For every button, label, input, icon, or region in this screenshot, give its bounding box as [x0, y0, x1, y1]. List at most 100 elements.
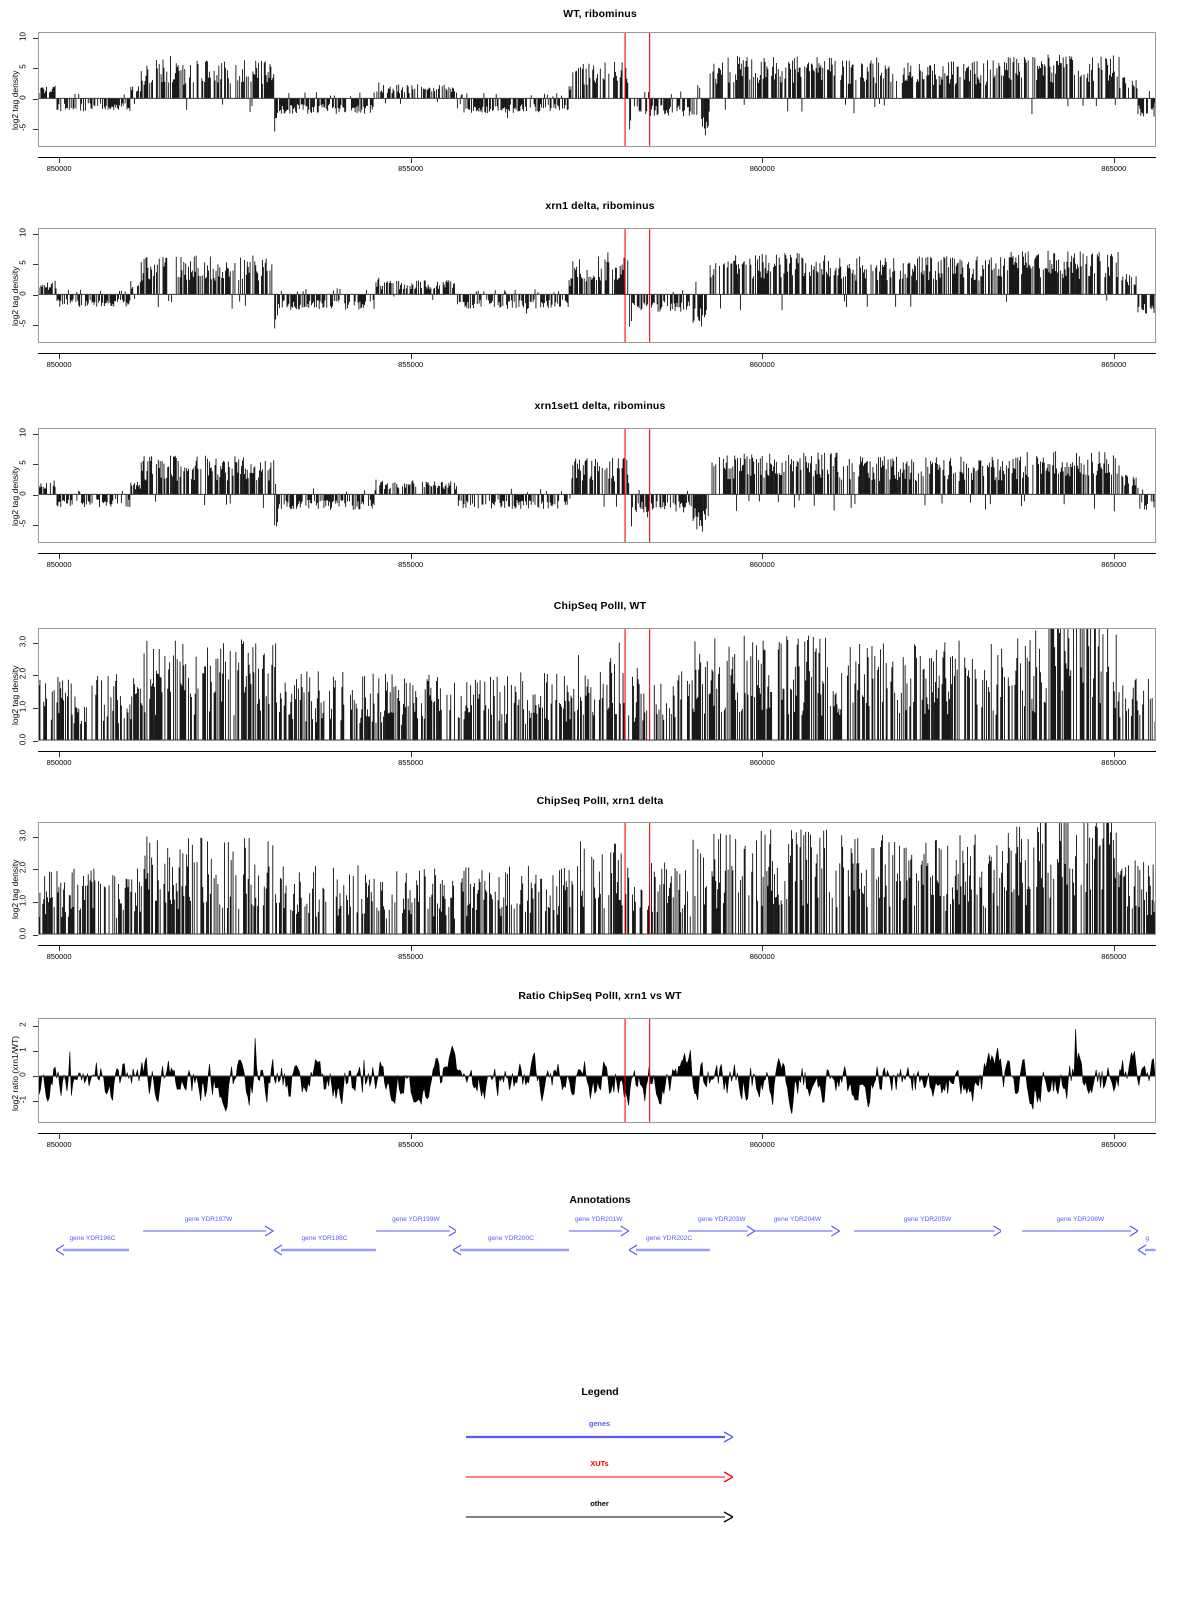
gene-label: gene YDR205W — [903, 1216, 952, 1223]
plot-area-ratio-chipseq-polii — [38, 1018, 1156, 1123]
y-tickmark — [33, 935, 38, 936]
y-tickmark — [33, 708, 38, 710]
gene-feature[interactable] — [627, 1243, 710, 1259]
y-tickmark — [33, 1025, 38, 1027]
y-tickmark — [33, 869, 38, 871]
x-tickmark — [762, 554, 764, 559]
y-tick-ratio-chipseq-polii-2: 0 — [18, 1072, 28, 1077]
y-tick-xrn1set1-delta-ribominus-3: -5 — [18, 519, 28, 527]
x-tickmark — [762, 946, 764, 951]
panel-title-chipseq-polii-wt: ChipSeq PolII, WT — [553, 600, 647, 612]
x-tick-label-1: 855000 — [398, 952, 424, 961]
y-tickmark — [33, 128, 38, 130]
x-axis-line — [38, 1133, 1156, 1134]
x-tick-label-3: 865000 — [1101, 560, 1127, 569]
y-tickmark — [33, 294, 38, 296]
panel-title-xrn1set1-delta-ribominus: xrn1set1 delta, ribominus — [534, 400, 666, 412]
gene-label: gene YDR204W — [773, 1216, 822, 1223]
y-tickmark — [33, 264, 38, 266]
legend-arrow-icon — [723, 1431, 735, 1443]
plot-area-xrn1set1-delta-ribominus — [38, 428, 1156, 543]
y-tickmark — [33, 324, 38, 326]
gene-feature[interactable] — [272, 1243, 376, 1259]
x-tick-label-0: 850000 — [46, 758, 72, 767]
y-tick-ratio-chipseq-polii-1: 1 — [18, 1047, 28, 1052]
legend-arrow-icon — [723, 1471, 735, 1483]
x-tick-label-2: 860000 — [749, 758, 775, 767]
x-tickmark — [59, 946, 61, 951]
x-tickmark — [59, 752, 61, 757]
gene-label: gene YDR201W — [574, 1216, 623, 1223]
y-tick-chipseq-polii-xrn1-delta-1: 2.0 — [18, 862, 28, 874]
x-tickmark — [762, 1134, 764, 1139]
gene-feature[interactable] — [375, 1224, 458, 1240]
y-tick-xrn1-delta-ribominus-3: -5 — [18, 319, 28, 327]
y-tick-wt-ribominus-0: 10 — [18, 32, 28, 41]
strand-arrow-icon — [451, 1244, 462, 1256]
x-tickmark — [1113, 946, 1115, 951]
strand-arrow-icon — [54, 1244, 64, 1256]
strand-arrow-icon — [627, 1244, 637, 1256]
y-tickmark — [33, 642, 38, 644]
gene-feature[interactable] — [1137, 1243, 1156, 1259]
x-axis-line — [38, 353, 1156, 354]
panel-chipseq-polii-wt: ChipSeq PolII, WT log2 tag density 3.0 2.0 1… — [0, 600, 1200, 771]
y-tick-xrn1-delta-ribominus-2: 0 — [18, 290, 28, 296]
legend-entry-other — [466, 1510, 735, 1524]
strand-arrow-icon — [1137, 1244, 1147, 1256]
plot-area-wt-ribominus — [38, 32, 1156, 147]
panel-xrn1set1-delta-ribominus: xrn1set1 delta, ribominus log2 tag densit… — [0, 400, 1200, 573]
y-tickmark — [33, 836, 38, 838]
strand-arrow-icon — [992, 1225, 1003, 1237]
x-tickmark — [410, 554, 412, 559]
x-tickmark — [1113, 158, 1115, 163]
x-tick-label-1: 855000 — [398, 164, 424, 173]
signal-trace — [39, 629, 1155, 740]
y-tick-wt-ribominus-1: 5 — [18, 64, 28, 70]
x-tick-label-2: 860000 — [749, 952, 775, 961]
x-tick-label-2: 860000 — [749, 360, 775, 369]
x-axis-line — [38, 945, 1156, 946]
gene-label: gene YDR202C — [646, 1235, 693, 1242]
x-tick-label-3: 865000 — [1101, 1140, 1127, 1149]
y-tickmark — [33, 38, 38, 40]
y-tick-ratio-chipseq-polii-0: 2 — [18, 1021, 28, 1027]
legend-entry-genes — [466, 1430, 735, 1444]
gene-feature[interactable] — [451, 1243, 569, 1259]
y-tick-xrn1-delta-ribominus-1: 5 — [18, 260, 28, 266]
y-tick-chipseq-polii-xrn1-delta-3: 0.0 — [18, 927, 28, 940]
x-tick-label-0: 850000 — [46, 560, 72, 569]
legend-title: Legend — [581, 1386, 619, 1398]
gene-label: gene YDR200C — [487, 1235, 534, 1242]
x-axis-line — [38, 751, 1156, 752]
panel-title-chipseq-polii-xrn1-delta: ChipSeq PolII, xrn1 delta — [536, 795, 664, 807]
x-tickmark — [1113, 354, 1115, 359]
x-tickmark — [762, 354, 764, 359]
legend-label-genes: genes — [588, 1419, 611, 1428]
panel-title-wt-ribominus: WT, ribominus — [563, 8, 637, 20]
signal-trace — [39, 823, 1155, 934]
y-tickmark — [33, 68, 38, 70]
y-tick-xrn1-delta-ribominus-0: 10 — [18, 228, 28, 237]
gene-feature[interactable] — [688, 1224, 757, 1240]
gene-feature[interactable] — [54, 1243, 130, 1259]
x-tickmark — [1113, 1134, 1115, 1139]
plot-area-chipseq-polii-wt — [38, 628, 1156, 741]
y-tickmark — [33, 98, 38, 100]
gene-feature[interactable] — [853, 1224, 1003, 1240]
y-tick-chipseq-polii-xrn1-delta-2: 1.0 — [18, 895, 28, 907]
y-tickmark — [33, 741, 38, 742]
plot-area-chipseq-polii-xrn1-delta — [38, 822, 1156, 935]
panel-title-ratio-chipseq-polii: Ratio ChipSeq PolII, xrn1 vs WT — [518, 990, 682, 1002]
panel-xrn1-delta-ribominus: xrn1 delta, ribominus log2 tag density 10 5… — [0, 200, 1200, 373]
y-tick-xrn1set1-delta-ribominus-2: 0 — [18, 490, 28, 496]
legend-entry-XUTs — [466, 1470, 735, 1484]
y-tickmark — [33, 524, 38, 526]
x-tickmark — [410, 946, 412, 951]
gene-feature[interactable] — [755, 1224, 841, 1240]
x-tickmark — [1113, 554, 1115, 559]
y-tick-wt-ribominus-3: -5 — [18, 123, 28, 131]
y-tick-wt-ribominus-2: 0 — [18, 94, 28, 100]
y-tick-chipseq-polii-wt-3: 0.0 — [18, 733, 28, 746]
x-axis-line — [38, 157, 1156, 158]
